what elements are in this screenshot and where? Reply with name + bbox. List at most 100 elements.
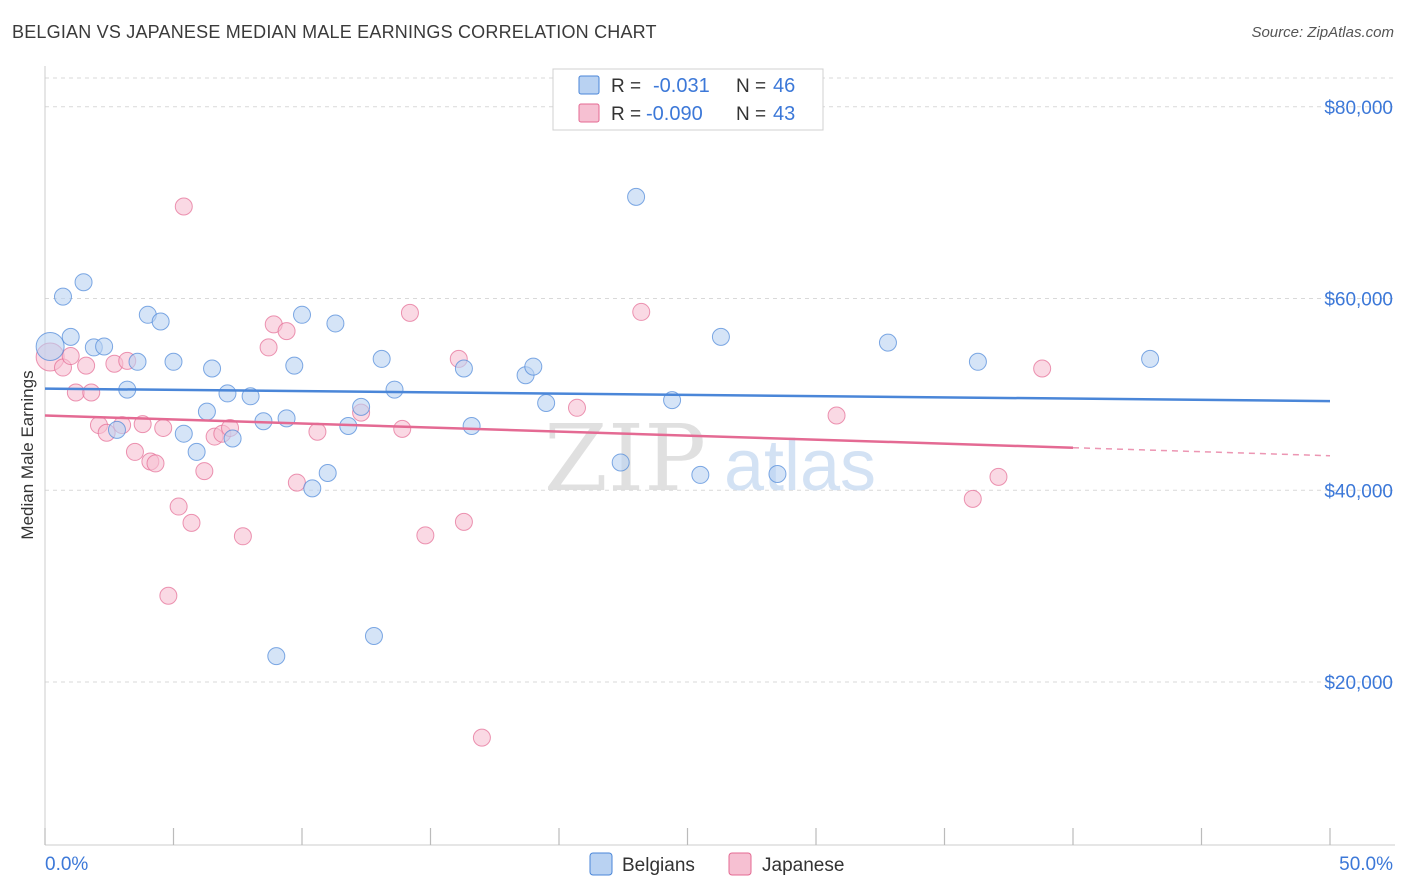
- y-tick-label: $40,000: [1324, 481, 1393, 502]
- legend-swatch-japanese: [728, 852, 752, 876]
- stats-r-value-belgians: -0.031: [653, 75, 710, 97]
- point-belgians: [537, 394, 556, 413]
- point-japanese: [61, 347, 80, 366]
- point-belgians: [187, 442, 206, 461]
- point-belgians: [524, 357, 543, 376]
- point-belgians: [128, 352, 147, 371]
- point-japanese: [472, 728, 491, 747]
- point-japanese: [827, 406, 846, 425]
- grid-lines: [45, 77, 1395, 683]
- y-tick-labels: $20,000 $40,000 $60,000 $80,000: [1324, 98, 1393, 694]
- point-japanese: [259, 338, 278, 357]
- point-belgians: [197, 402, 216, 421]
- point-belgians: [878, 333, 897, 352]
- point-japanese: [632, 302, 651, 321]
- point-belgians: [372, 349, 391, 368]
- point-belgians: [318, 464, 337, 483]
- point-japanese: [146, 454, 165, 473]
- source-credit: Source: ZipAtlas.com: [1251, 24, 1394, 41]
- point-belgians: [303, 479, 322, 498]
- watermark: ZIP atlas: [544, 405, 876, 512]
- point-belgians: [691, 465, 710, 484]
- point-belgians: [35, 331, 65, 361]
- point-belgians: [107, 420, 126, 439]
- point-belgians: [164, 352, 183, 371]
- point-japanese: [308, 422, 327, 441]
- point-japanese: [1033, 359, 1052, 378]
- point-belgians: [326, 314, 345, 333]
- point-belgians: [241, 387, 260, 406]
- stats-swatch-japanese: [578, 103, 600, 123]
- point-belgians: [223, 429, 242, 448]
- x-tick-label-max: 50.0%: [1339, 854, 1393, 875]
- y-tick-label: $20,000: [1324, 673, 1393, 694]
- point-belgians: [174, 424, 193, 443]
- trend-lines: [44, 387, 1331, 457]
- point-japanese: [66, 383, 85, 402]
- stats-r-label-japanese: R =: [611, 104, 641, 125]
- x-tick-label-min: 0.0%: [45, 854, 88, 875]
- chart-title: BELGIAN VS JAPANESE MEDIAN MALE EARNINGS…: [12, 22, 657, 42]
- point-belgians: [203, 359, 222, 378]
- stats-n-value-japanese: 43: [773, 103, 795, 125]
- point-japanese: [169, 497, 188, 516]
- point-japanese: [287, 473, 306, 492]
- point-belgians: [1141, 349, 1160, 368]
- legend-swatch-belgians: [589, 852, 613, 876]
- x-tick-labels: 0.0% 50.0%: [45, 854, 1393, 875]
- point-japanese: [125, 442, 144, 461]
- point-japanese: [159, 586, 178, 605]
- trend-line-extension-japanese: [1072, 446, 1331, 457]
- legend-label-belgians: Belgians: [622, 855, 695, 876]
- point-belgians: [151, 312, 170, 331]
- point-japanese: [567, 398, 586, 417]
- point-japanese: [174, 197, 193, 216]
- point-belgians: [768, 464, 787, 483]
- point-belgians: [611, 453, 630, 472]
- stats-n-label-japanese: N =: [736, 104, 766, 125]
- stats-n-label-belgians: N =: [736, 76, 766, 97]
- point-belgians: [285, 356, 304, 375]
- trend-line-belgians: [44, 387, 1331, 403]
- stats-n-value-belgians: 46: [773, 75, 795, 97]
- point-japanese: [277, 322, 296, 341]
- point-belgians: [95, 337, 114, 356]
- y-tick-label: $60,000: [1324, 290, 1393, 311]
- point-belgians: [454, 359, 473, 378]
- point-japanese: [416, 526, 435, 545]
- point-belgians: [364, 626, 383, 645]
- point-japanese: [400, 303, 419, 322]
- point-belgians: [61, 327, 80, 346]
- y-tick-label: $80,000: [1324, 98, 1393, 119]
- point-belgians: [74, 273, 93, 292]
- point-belgians: [267, 647, 286, 666]
- point-belgians: [627, 187, 646, 206]
- point-japanese: [77, 356, 96, 375]
- point-belgians: [462, 417, 481, 436]
- legend-label-japanese: Japanese: [762, 855, 844, 876]
- point-japanese: [989, 467, 1008, 486]
- point-japanese: [82, 383, 101, 402]
- point-japanese: [195, 462, 214, 481]
- stats-swatch-belgians: [578, 75, 600, 95]
- point-belgians: [352, 397, 371, 416]
- point-japanese: [182, 513, 201, 532]
- axes: [44, 66, 1395, 846]
- point-belgians: [293, 305, 311, 324]
- point-belgians: [385, 380, 404, 399]
- stats-r-value-japanese: -0.090: [646, 103, 703, 125]
- point-belgians: [711, 327, 730, 346]
- point-japanese: [154, 418, 173, 437]
- point-belgians: [968, 352, 987, 371]
- trend-line-japanese: [44, 414, 1074, 449]
- bottom-legend: Belgians Japanese: [589, 852, 844, 876]
- point-japanese: [454, 512, 473, 531]
- point-belgians: [218, 384, 237, 403]
- point-belgians: [53, 287, 72, 306]
- point-japanese: [963, 489, 982, 508]
- stats-r-label-belgians: R =: [611, 76, 641, 97]
- point-japanese: [233, 527, 252, 546]
- stats-legend-box: R = -0.031 N = 46 R = -0.090 N = 43: [552, 68, 824, 131]
- point-japanese: [393, 419, 412, 438]
